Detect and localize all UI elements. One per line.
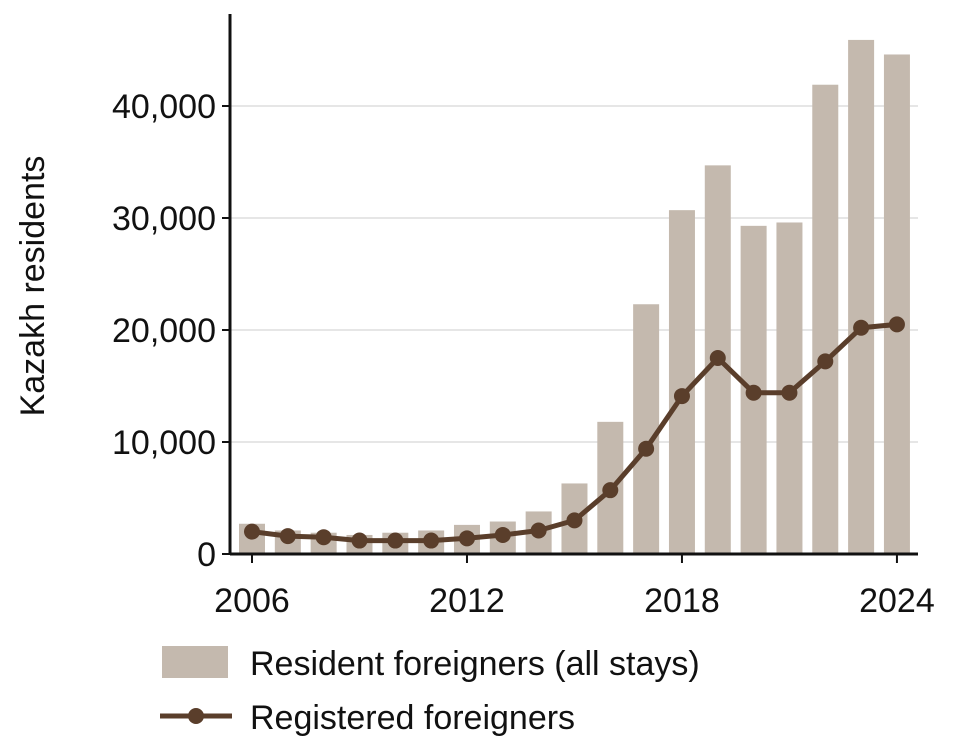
line-point (888, 316, 905, 333)
line-series-registered-foreigners (244, 316, 905, 549)
line-point (494, 526, 511, 543)
line-point (853, 319, 870, 336)
bar (812, 84, 839, 554)
legend-label-resident-foreigners: Resident foreigners (all stays) (250, 645, 700, 683)
legend-label-registered-foreigners: Registered foreigners (250, 699, 575, 737)
x-tick-label: 2006 (214, 582, 290, 620)
line-point (817, 353, 834, 370)
bar (848, 39, 875, 555)
line-point (709, 350, 726, 366)
line-point (781, 384, 798, 401)
bar (883, 54, 910, 554)
y-tick-label: 40,000 (112, 88, 216, 126)
legend: Resident foreigners (all stays) Register… (160, 645, 700, 737)
line-point (351, 532, 368, 549)
legend-marker-registered-foreigners (188, 708, 204, 724)
x-tick-label: 2024 (859, 582, 935, 620)
line-point (566, 512, 583, 529)
bar (668, 210, 695, 554)
line-point (315, 529, 332, 546)
line-point (530, 522, 547, 539)
line-point (279, 528, 296, 545)
line-point (423, 532, 440, 549)
line-point (673, 388, 690, 405)
line-point (602, 482, 619, 499)
y-tick-label: 30,000 (112, 200, 216, 238)
gridlines (230, 105, 918, 443)
axes (228, 14, 918, 556)
y-tick-label: 20,000 (112, 312, 216, 350)
line-point (638, 440, 655, 457)
line-point (387, 532, 404, 549)
y-axis-title: Kazakh residents (14, 156, 52, 417)
y-axis-ticks: 0 10,000 20,000 30,000 40,000 (112, 88, 230, 574)
bar (633, 304, 660, 554)
line-point (244, 523, 260, 540)
line-point (745, 384, 762, 401)
y-tick-label: 10,000 (112, 424, 216, 462)
legend-swatch-resident-foreigners (162, 646, 228, 678)
line-point (458, 530, 475, 547)
y-tick-label: 0 (197, 536, 216, 574)
x-tick-label: 2012 (429, 582, 505, 620)
x-axis-ticks: 2006 2012 2018 2024 (214, 554, 935, 620)
bar-series-resident-foreigners (239, 39, 910, 555)
x-tick-label: 2018 (644, 582, 720, 620)
